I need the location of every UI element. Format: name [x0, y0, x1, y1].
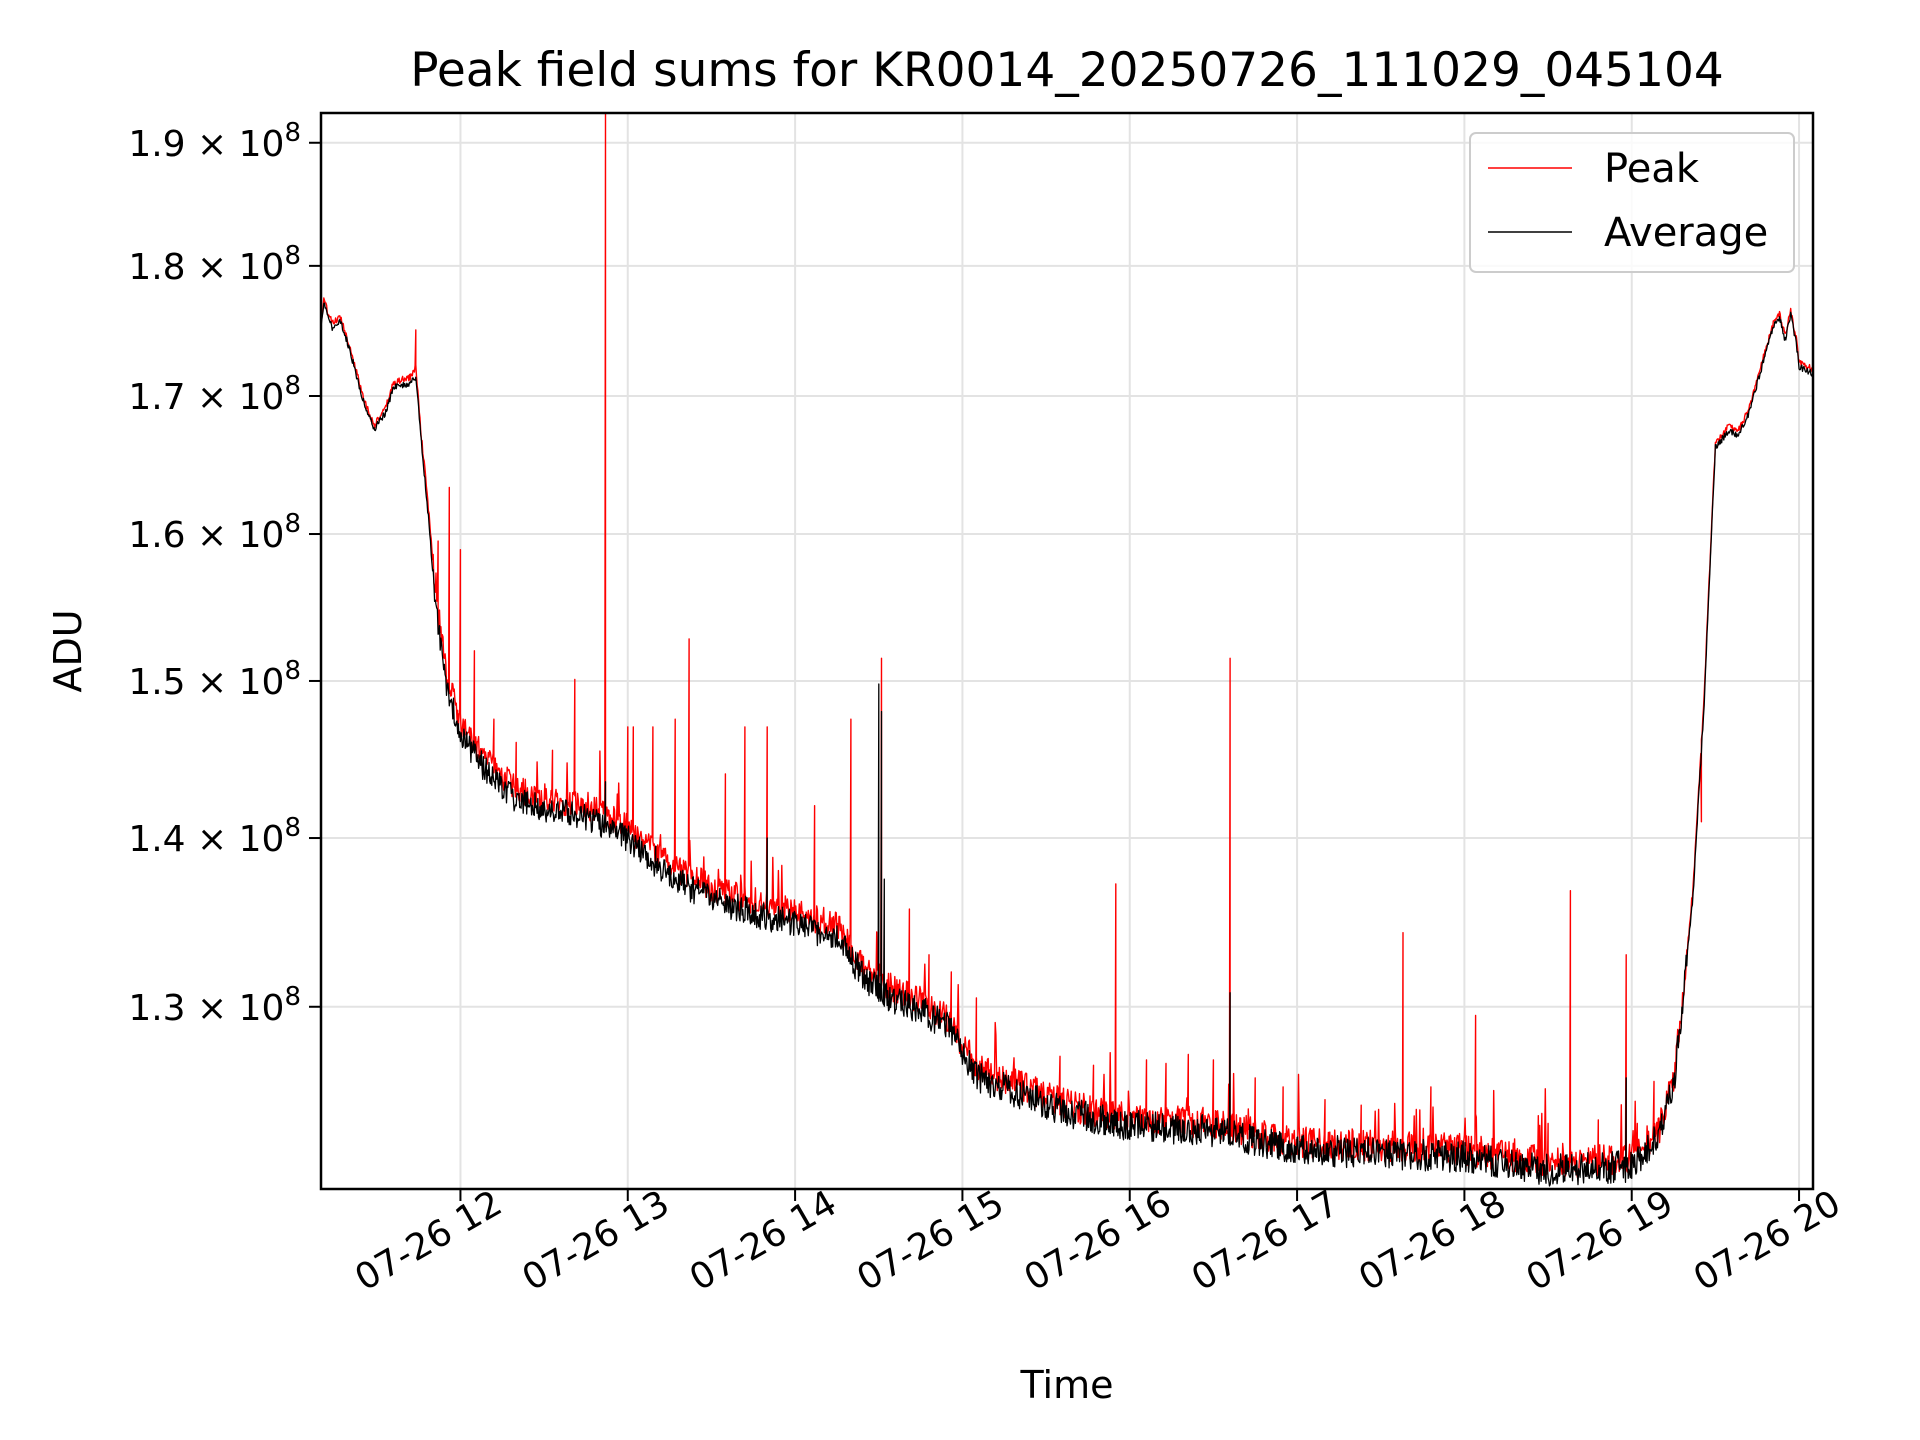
gridlines	[321, 113, 1813, 1189]
legend-label-peak: Peak	[1604, 146, 1700, 192]
y-axis: 1.3 × 108 1.4 × 108 1.5 × 108 1.6 × 108 1.7 …	[128, 118, 321, 1029]
legend-label-average: Average	[1604, 210, 1768, 256]
y-tick-label: 1.6 × 108	[128, 509, 301, 556]
y-tick-label: 1.9 × 108	[128, 118, 301, 165]
legend: Peak Average	[1469, 132, 1795, 273]
y-tick-label: 1.8 × 108	[128, 241, 301, 288]
y-tick-label: 1.4 × 108	[128, 813, 301, 860]
plot-frame	[319, 111, 1815, 1191]
x-axis-label: Time	[1020, 1363, 1114, 1407]
y-axis-label: ADU	[46, 609, 90, 692]
series-layer	[321, 113, 1813, 1187]
y-tick-label: 1.7 × 108	[128, 371, 301, 418]
y-tick-label: 1.5 × 108	[128, 656, 301, 703]
series-line-average	[321, 302, 1813, 1187]
chart-title: Peak field sums for KR0014_20250726_1110…	[410, 43, 1724, 98]
y-tick-label: 1.3 × 108	[128, 982, 301, 1029]
